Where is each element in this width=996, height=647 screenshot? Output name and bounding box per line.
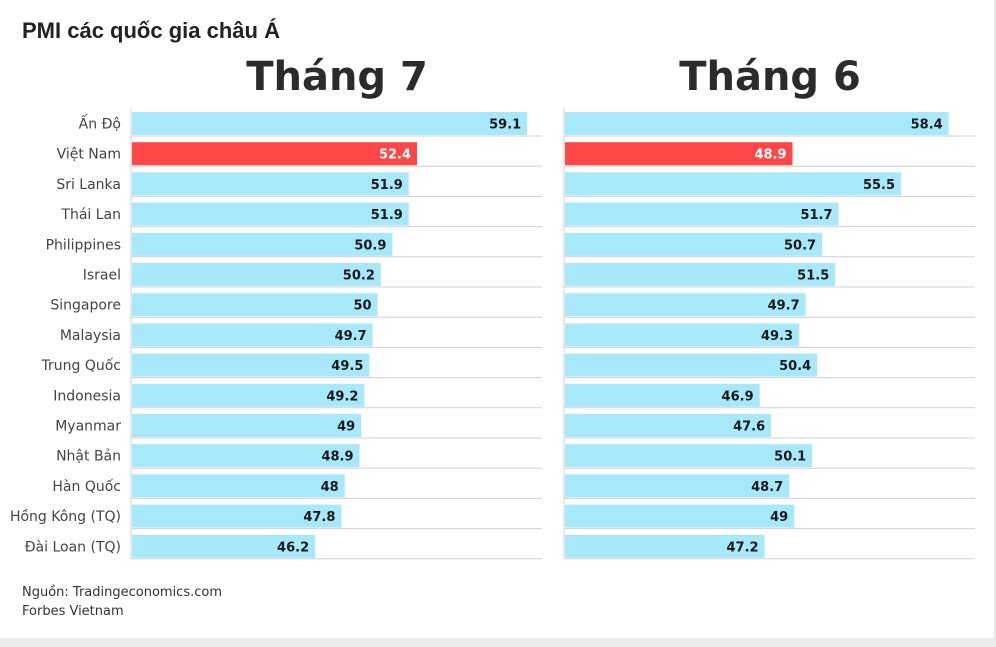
category-label: Sri Lanka [56,177,121,193]
category-label: Philippines [46,237,121,253]
bar-1-7 [565,323,800,347]
category-label: Thái Lan [60,207,121,223]
publisher-note: Forbes Vietnam [22,604,124,619]
value-label: 49.5 [331,359,363,374]
page-title: PMI các quốc gia châu Á [22,18,280,43]
bar-1-12 [565,474,790,498]
value-label: 51.9 [371,178,403,193]
value-label: 51.9 [371,208,403,223]
value-label: 50.2 [343,269,375,284]
bar-1-5 [565,263,836,286]
category-label: Indonesia [53,388,121,404]
bar-0-13 [132,504,342,528]
bar-0-9 [132,383,365,407]
bar-1-6 [565,293,806,317]
value-label: 49.7 [335,329,367,344]
bar-1-9 [565,383,760,407]
value-label: 49.3 [761,329,793,344]
category-label: Trung Quốc [41,357,122,374]
category-label: Ấn Độ [79,114,121,133]
value-label: 50.4 [779,359,811,374]
bar-1-1 [565,142,793,166]
value-label: 49 [337,420,355,435]
value-label: 50.1 [774,450,806,465]
bar-1-3 [565,202,839,226]
value-label: 50 [354,299,372,314]
bar-1-14 [565,534,765,558]
bar-1-0 [565,112,949,135]
value-label: 46.9 [722,389,754,404]
value-label: 55.5 [863,178,895,193]
bar-0-2 [132,172,409,196]
value-label: 59.1 [489,118,521,133]
bar-0-0 [132,112,528,135]
category-label: Israel [83,268,121,284]
value-label: 52.4 [379,148,411,163]
category-label: Singapore [50,298,121,314]
value-label: 46.2 [277,540,309,555]
value-label: 48.9 [321,450,353,465]
bar-0-8 [132,353,370,377]
bar-1-4 [565,232,823,256]
value-label: 48.7 [751,480,783,495]
category-label: Malaysia [60,328,121,344]
source-note: Nguồn: Tradingeconomics.com [22,585,223,600]
value-label: 50.7 [784,238,816,253]
bar-0-7 [132,323,373,347]
value-label: 48.9 [754,148,786,163]
value-label: 48 [321,480,339,495]
bar-0-10 [132,414,362,437]
value-label: 49.2 [326,389,358,404]
bar-1-11 [565,444,813,468]
category-label: Myanmar [55,419,121,435]
category-label: Đài Loan (TQ) [25,539,121,555]
bar-1-13 [565,504,795,528]
bar-0-3 [132,202,409,226]
value-label: 50.9 [354,238,386,253]
bar-0-14 [132,534,316,558]
bar-1-8 [565,353,818,377]
bar-0-12 [132,474,345,498]
value-label: 49 [770,510,788,525]
bar-1-10 [565,414,772,437]
value-label: 58.4 [911,118,943,133]
value-label: 47.2 [726,540,758,555]
category-label: Hàn Quốc [52,478,121,495]
bar-0-1 [132,142,418,166]
bar-0-5 [132,263,381,286]
value-label: 47.6 [733,420,765,435]
value-label: 51.7 [800,208,832,223]
category-label: Việt Nam [57,147,121,163]
bar-0-11 [132,444,360,468]
bar-0-6 [132,293,378,317]
category-label: Nhật Bản [56,449,121,465]
value-label: 51.5 [797,269,829,284]
value-label: 47.8 [303,510,335,525]
value-label: 49.7 [768,299,800,314]
bar-1-2 [565,172,902,196]
bar-0-4 [132,232,393,256]
panel-title-july: Tháng 7 [246,54,428,100]
panel-title-june: Tháng 6 [679,54,861,100]
category-label: Hồng Kông (TQ) [10,508,121,525]
